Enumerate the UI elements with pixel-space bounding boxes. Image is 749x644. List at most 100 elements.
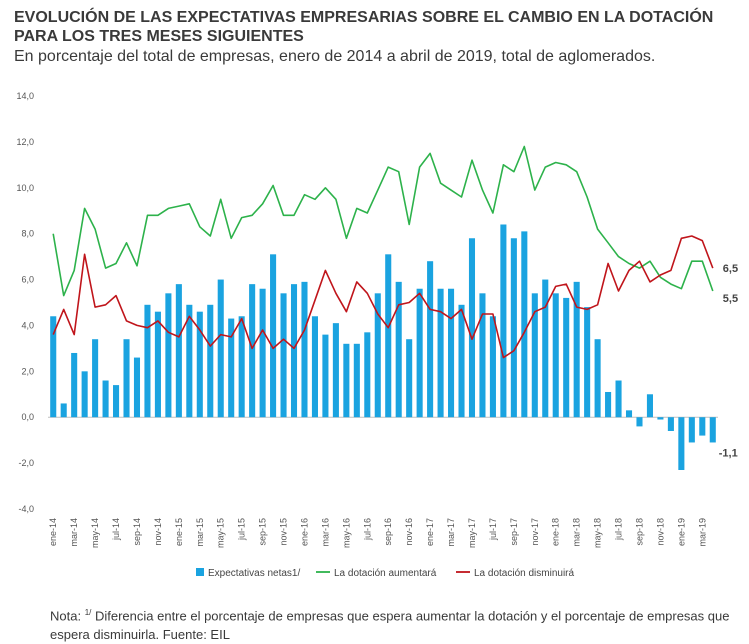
bar [406,339,413,418]
x-tick-label: sep-15 [258,518,268,546]
bar [573,281,580,418]
bar [50,316,57,418]
bar [646,394,653,418]
x-tick-label: ene-17 [425,518,435,546]
bar [332,323,339,418]
x-tick-label: mar-18 [572,518,582,547]
x-tick-label: nov-17 [530,518,540,546]
line-aumentara [52,145,714,297]
bar [542,279,549,418]
x-tick-label: may-16 [341,518,351,548]
x-tick-label: mar-19 [697,518,707,547]
bar [594,339,601,418]
y-tick-label: 4,0 [21,320,34,330]
bar [699,417,706,436]
bar [615,380,622,418]
bar [636,417,643,427]
bar [280,293,287,418]
bar [290,284,298,418]
bar [667,417,674,431]
x-tick-label: nov-15 [279,518,289,546]
bar [709,417,716,443]
bar [228,318,235,418]
y-tick-label: 8,0 [21,229,34,239]
bar [625,410,633,418]
x-tick-label: nov-14 [153,518,163,546]
x-tick-label: mar-17 [446,518,456,547]
bar [416,288,423,418]
bar [500,224,507,418]
bar [448,288,455,418]
bar [60,403,67,418]
bar [552,293,559,418]
chart-svg: -4,0 -2,0 0,0 2,0 4,0 6,0 8,0 10,0 12,0 14,0 ene-1… [16,91,738,579]
bar [186,304,193,418]
x-tick-label: jul-17 [488,518,498,541]
bar [468,238,476,418]
bar [427,261,434,418]
bar [563,297,570,418]
bar [123,339,130,418]
bar [343,343,350,418]
legend-label: La dotación disminuirá [474,568,574,579]
bar [165,293,172,418]
x-tick-label: sep-17 [509,518,519,546]
bar [395,281,402,418]
chart-note: Nota: 1/ Diferencia entre el porcentaje … [50,603,730,644]
bar [510,238,517,418]
y-tick-label: 12,0 [16,137,34,147]
bar [322,334,329,418]
bar [521,231,528,418]
note-superscript: 1/ [84,608,92,617]
bar [113,385,120,418]
bar [71,352,78,418]
bar [584,307,591,418]
x-tick-label: may-15 [216,518,226,548]
x-tick-label: jul-16 [362,518,372,541]
bar [249,284,256,418]
x-tick-label: sep-14 [132,518,142,546]
bar [531,293,538,418]
line-disminuira [52,235,714,359]
y-tick-label: 10,0 [16,183,34,193]
note-prefix: Nota: [50,608,85,624]
x-tick-label: may-17 [467,518,477,548]
bar [458,304,465,418]
chart-title: EVOLUCIÓN DE LAS EXPECTATIVAS EMPRESARIA… [14,9,714,45]
bar [437,288,444,418]
legend-swatch [196,568,204,576]
end-value-label: 5,5 [723,293,738,305]
bar [144,304,151,418]
y-tick-label: 0,0 [21,412,34,422]
x-tick-label: may-18 [593,518,603,548]
bar [657,417,664,420]
bar [301,281,308,418]
x-tick-label: ene-14 [48,518,58,546]
y-tick-label: -4,0 [18,504,34,514]
bar [374,293,381,418]
x-tick-label: ene-15 [174,518,184,546]
x-tick-label: nov-16 [404,518,414,546]
y-tick-label: -2,0 [18,458,34,468]
x-tick-label: mar-16 [320,518,330,547]
bar [259,288,266,418]
bar [217,279,224,418]
end-value-label: 6,5 [723,263,738,275]
end-value-label: -1,1 [719,447,738,459]
chart-subtitle: En porcentaje del total de empresas, ene… [14,48,656,65]
y-tick-label: 6,0 [21,275,34,285]
note-text: Diferencia entre el porcentaje de empres… [50,608,730,643]
x-tick-label: may-14 [90,518,100,548]
x-tick-label: ene-19 [676,518,686,546]
x-tick-label: ene-18 [551,518,561,546]
bar [364,332,371,418]
bar [102,380,109,418]
bar [270,254,277,418]
bar [175,284,182,418]
x-tick-label: jul-15 [237,518,247,541]
bar [678,417,685,470]
x-tick-label: ene-16 [299,518,309,546]
legend-label: Expectativas netas1/ [208,568,300,579]
bar [154,311,161,418]
x-tick-label: sep-18 [634,518,644,546]
